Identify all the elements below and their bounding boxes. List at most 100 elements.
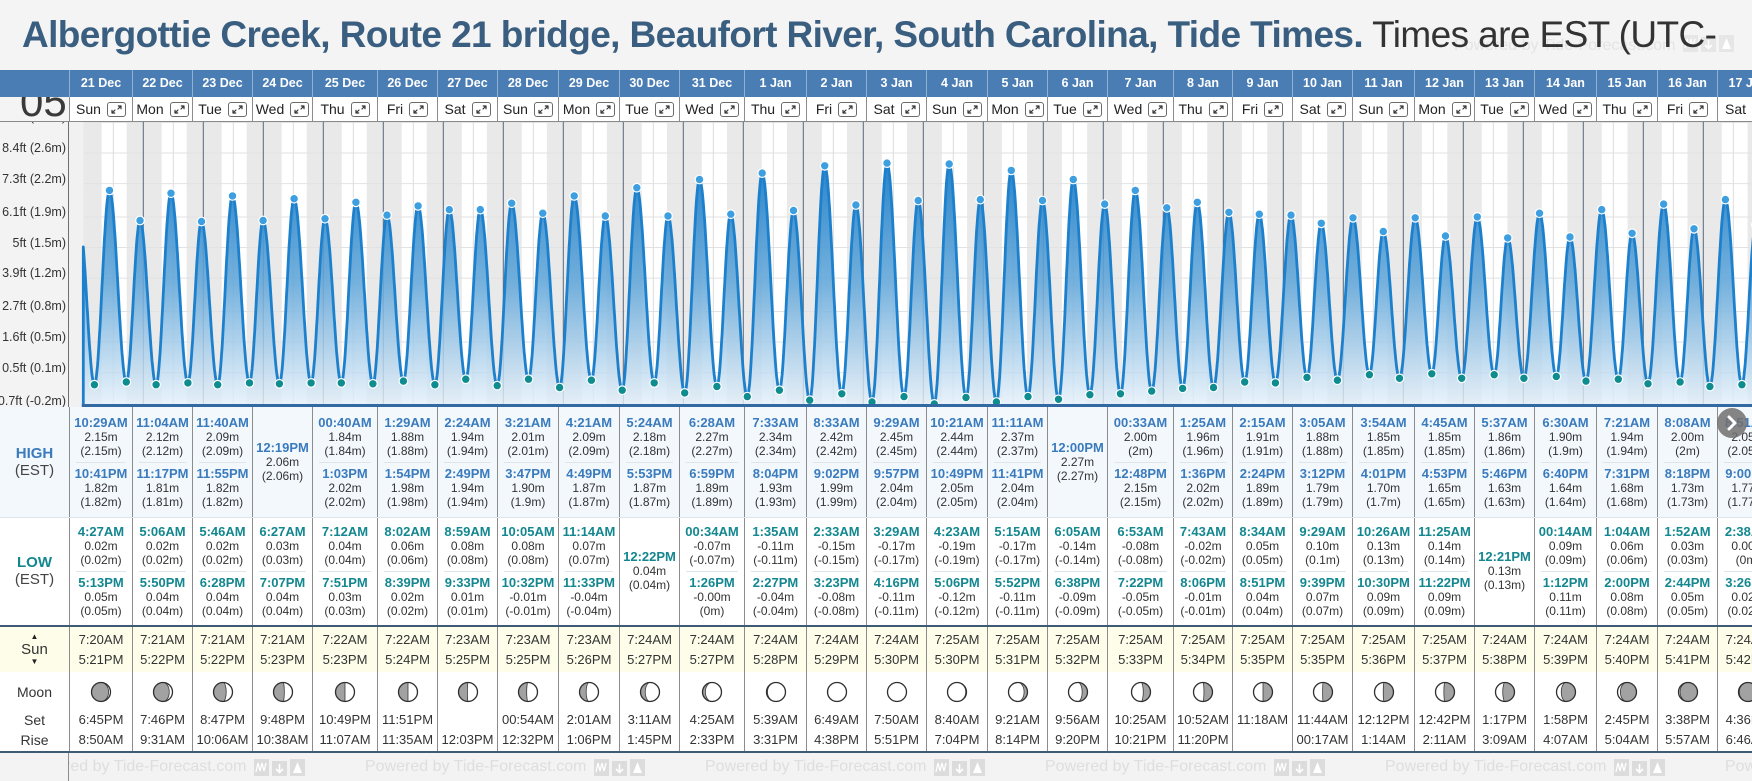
date-header-cell: 25 Dec (312, 70, 377, 97)
low-tide-point (244, 378, 255, 388)
high-tide-cell: 7:21AM 1.94m (1.94m) 7:31PM 1.68m (1.68m) (1596, 407, 1657, 517)
moonset-label: Set (23, 712, 45, 728)
date-header-cell: 22 Dec (132, 70, 192, 97)
tide-height: 0.00m (1731, 538, 1752, 553)
weekday-header-cell: Wed (1107, 97, 1173, 121)
expand-day-button[interactable] (169, 101, 189, 117)
sunset-time: 5:39PM (1543, 651, 1588, 667)
tide-time: 2:49PM (444, 465, 491, 481)
moonset-time: 11:18AM (1236, 712, 1289, 727)
date-header-cell: 23 Dec (192, 70, 252, 97)
expand-day-button[interactable] (1082, 101, 1102, 117)
expand-day-button[interactable] (1689, 101, 1709, 117)
tide-height-alt: (0.02m) (1727, 603, 1752, 618)
expand-day-button[interactable] (900, 101, 920, 117)
high-tide-entry: 3:12PM 1.79m (1.79m) (1293, 466, 1352, 509)
tide-time: 8:02AM (384, 523, 431, 539)
expand-day-button[interactable] (1024, 101, 1044, 117)
high-tide-entry: 4:49PM 1.87m (1.87m) (559, 466, 619, 509)
weekday-label: Thu (1602, 101, 1627, 117)
high-tide-entry: 12:19PM 2.06m (2.06m) (253, 441, 312, 484)
expand-day-button[interactable] (1326, 101, 1346, 117)
tide-height: 0.07m (1305, 589, 1340, 604)
tide-height-alt: (-0.14m) (1054, 552, 1101, 567)
expand-day-button[interactable] (1264, 101, 1284, 117)
sunset-time: 5:24PM (385, 651, 430, 667)
tide-height: 2.45m (879, 429, 914, 444)
scroll-right-button[interactable] (1717, 408, 1747, 438)
high-tide-entry: 9:00PM1.77m(1.77m) (1718, 466, 1752, 509)
expand-day-button[interactable] (596, 101, 616, 117)
tide-height: 1.96m (1186, 429, 1220, 444)
tide-time: 12:22PM (623, 549, 676, 564)
expand-day-button[interactable] (471, 101, 491, 117)
tide-height: 2.09m (572, 429, 606, 444)
expand-day-button[interactable] (1148, 101, 1168, 117)
watermark-text: Powered by Tide-Forecast.com (1454, 37, 1676, 54)
moon-phase-icon (639, 681, 660, 703)
moon-phase-icon (946, 681, 968, 703)
expand-day-button[interactable] (1632, 101, 1652, 117)
expand-day-button[interactable] (838, 101, 858, 117)
moon-cell: 9:48PM 10:38AM (252, 672, 312, 751)
moon-cell: 5:39AM 3:31PM (744, 672, 806, 751)
expand-icon (294, 104, 305, 114)
tide-time: 11:22PM (1418, 574, 1471, 590)
y-tick-label: 1.6ft (0.5m) (2, 330, 66, 345)
entry-divider (504, 461, 552, 463)
expand-day-button[interactable] (227, 101, 247, 117)
tide-height-alt: (1.98m) (386, 494, 429, 509)
tide-height-alt: (1.94m) (446, 494, 489, 509)
expand-day-button[interactable] (1389, 101, 1409, 117)
expand-day-button[interactable] (350, 101, 370, 117)
expand-day-button[interactable] (1573, 101, 1593, 117)
expand-day-button[interactable] (1451, 101, 1471, 117)
tide-height-alt: (1.88m) (1301, 443, 1344, 458)
expand-day-button[interactable] (719, 101, 739, 117)
low-tide-point (1208, 382, 1219, 393)
high-tide-cell: 2:15AM 1.91m (1.91m) 2:24PM 1.89m (1.89m) (1232, 407, 1292, 517)
tide-time: 7:43AM (1179, 523, 1227, 539)
high-tide-point (1192, 197, 1203, 208)
high-tide-point (196, 216, 207, 227)
tide-height-alt: (-0.17m) (873, 552, 920, 567)
expand-day-button[interactable] (1509, 101, 1529, 117)
low-tide-cell: 12:22PM 0.04m (0.04m) (619, 517, 679, 625)
tide-height: 0.04m (265, 589, 300, 604)
high-tide-cell: 9:29AM 2.45m (2.45m) 9:57PM 2.04m (2.04m) (866, 407, 926, 517)
tide-height: 0.09m (1548, 538, 1583, 553)
expand-day-button[interactable] (962, 101, 982, 117)
high-tide-entry: 3:21AM 2.01m (2.01m) (498, 415, 558, 458)
weekday-header-cell: Sat (1292, 97, 1352, 121)
tide-height: 1.94m (1610, 429, 1644, 444)
tide-height-alt: (2.09m) (568, 443, 610, 458)
low-tide-point (649, 378, 660, 388)
tide-time: 8:51PM (1239, 574, 1286, 590)
weekday-header-cell: Tue (1474, 97, 1534, 121)
sunrise-time: 7:25AM (1055, 631, 1100, 647)
expand-day-button[interactable] (533, 101, 553, 117)
high-tide-entry: 4:01PM 1.70m (1.7m) (1353, 466, 1414, 509)
expand-arrows (1693, 104, 1704, 114)
entry-divider (384, 461, 431, 463)
moonset-time: 7:50AM (874, 712, 919, 727)
watermark: Powered by Tide-Forecast.com (1385, 758, 1666, 776)
sunrise-time: 7:24AM (1482, 631, 1527, 647)
weekday-label: Mon (562, 101, 591, 117)
expand-day-button[interactable] (781, 101, 801, 117)
y-tick-label: 5ft (1.5m) (12, 235, 67, 250)
expand-day-button[interactable] (1208, 101, 1228, 117)
tide-time: 1:03PM (322, 465, 368, 481)
expand-day-button[interactable] (409, 101, 429, 117)
watermark-logo-icons (1274, 758, 1326, 776)
high-tide-point (1099, 199, 1110, 210)
expand-arrows (174, 104, 185, 114)
expand-day-button[interactable] (106, 101, 126, 117)
low-tide-point (151, 379, 162, 390)
high-tide-entry: 10:21AM 2.44m (2.44m) (927, 415, 987, 458)
tide-height-alt: (1.79m) (1301, 494, 1344, 509)
entry-divider (1114, 570, 1167, 572)
tide-height-alt: (1.87m) (628, 494, 671, 509)
expand-day-button[interactable] (290, 101, 310, 117)
expand-day-button[interactable] (654, 101, 674, 117)
